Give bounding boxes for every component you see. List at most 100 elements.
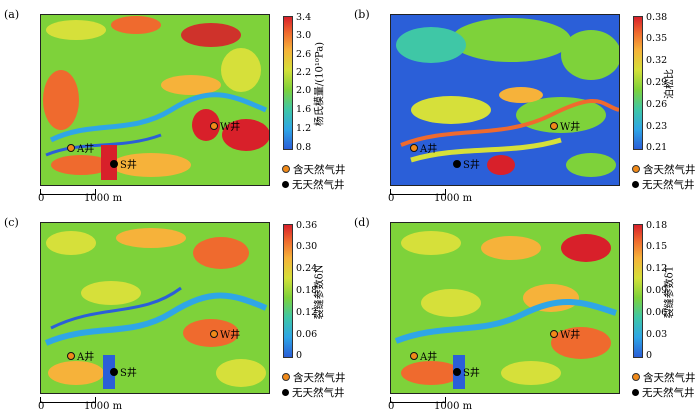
nogas-well-icon	[282, 181, 289, 188]
colorbar-title: 泊松比	[664, 69, 676, 99]
tick-label: 0.32	[646, 55, 668, 66]
scale-end: 1000 m	[434, 193, 473, 204]
nogas-well-icon	[632, 181, 639, 188]
well-a: A井	[410, 352, 437, 363]
tick-label: 0.36	[296, 220, 318, 231]
scale-end: 1000 m	[84, 193, 123, 204]
tick-label: 0.30	[296, 241, 318, 252]
legend-gas: 含天然气井	[282, 370, 346, 385]
tick-label: 1.6	[296, 104, 312, 115]
scale-start: 0	[38, 193, 45, 204]
nogas-well-icon	[453, 368, 461, 376]
tick-label: 0.26	[646, 99, 668, 110]
colorbar-title: 杨氏模量/(10¹⁰Pa)	[314, 41, 326, 127]
well-a: A井	[410, 144, 437, 155]
well-s: S井	[453, 368, 480, 379]
tick-label: 3.4	[296, 12, 312, 23]
tick-label: 0.29	[646, 77, 668, 88]
tick-label: 3.0	[296, 30, 312, 41]
nogas-well-icon	[632, 389, 639, 396]
legend-gas: 含天然气井	[282, 162, 346, 177]
scale-end: 1000 m	[84, 401, 123, 412]
tick-label: 0.18	[296, 285, 318, 296]
colorbar	[283, 224, 293, 358]
scale-start: 0	[388, 193, 395, 204]
gas-well-icon	[632, 373, 640, 381]
tick-label: 0.12	[296, 307, 318, 318]
gas-well-icon	[632, 165, 640, 173]
nogas-well-icon	[110, 160, 118, 168]
nogas-well-icon	[282, 389, 289, 396]
tick-label: 0.06	[296, 329, 318, 340]
panel-b: (b) 0.38 0.35 0.32 0.29 0.26 0.23 0.21 泊…	[350, 0, 700, 208]
scale-bar	[390, 189, 446, 195]
gas-well-icon	[550, 330, 558, 338]
tick-label: 0	[296, 350, 303, 361]
well-w: W井	[210, 330, 240, 341]
colorbar	[633, 16, 643, 150]
scale-end: 1000 m	[434, 401, 473, 412]
tick-label: 2.0	[296, 85, 312, 96]
well-s: S井	[110, 368, 137, 379]
tick-label: 0.35	[646, 33, 668, 44]
gas-well-icon	[210, 330, 218, 338]
scale-start: 0	[38, 401, 45, 412]
gas-well-icon	[410, 144, 418, 152]
map-image	[40, 14, 270, 186]
map-image	[390, 14, 620, 186]
tick-label: 2.6	[296, 49, 312, 60]
gas-well-icon	[410, 352, 418, 360]
gas-well-icon	[67, 144, 75, 152]
panel-d: (d) 0.18 0.15 0.12 0.09 0.06 0.03 0 裂缝参数…	[350, 208, 700, 416]
legend-gas: 含天然气井	[632, 162, 696, 177]
panel-a: (a) 3.4 3.0 2.6 2.2 2.0 1.6 1.2 0.8 杨氏模量…	[0, 0, 350, 208]
map-image	[40, 222, 270, 394]
colorbar-title: 裂缝参数δN	[314, 264, 326, 320]
tick-label: 0.8	[296, 142, 312, 153]
well-s: S井	[110, 160, 137, 171]
legend-nogas: 无天然气井	[632, 385, 695, 400]
tick-label: 0.09	[646, 285, 668, 296]
gas-well-icon	[67, 352, 75, 360]
scale-bar	[40, 189, 96, 195]
tick-label: 2.2	[296, 67, 312, 78]
well-w: W井	[550, 122, 580, 133]
tick-label: 0.03	[646, 329, 668, 340]
tick-label: 0.38	[646, 12, 668, 23]
nogas-well-icon	[110, 368, 118, 376]
scale-bar	[390, 397, 446, 403]
gas-well-icon	[210, 122, 218, 130]
tick-label: 0.18	[646, 220, 668, 231]
well-a: A井	[67, 352, 94, 363]
colorbar	[633, 224, 643, 358]
scale-bar	[40, 397, 96, 403]
tick-label: 0.15	[646, 241, 668, 252]
legend-nogas: 无天然气井	[282, 177, 345, 192]
tick-label: 1.2	[296, 123, 312, 134]
panel-label: (d)	[354, 216, 370, 229]
panel-label: (a)	[4, 8, 20, 21]
gas-well-icon	[282, 165, 290, 173]
well-w: W井	[210, 122, 240, 133]
tick-label: 0.12	[646, 263, 668, 274]
tick-label: 0.06	[646, 307, 668, 318]
panel-label: (c)	[4, 216, 19, 229]
well-a: A井	[67, 144, 94, 155]
colorbar	[283, 16, 293, 150]
tick-label: 0.23	[646, 121, 668, 132]
panel-label: (b)	[354, 8, 370, 21]
legend-nogas: 无天然气井	[282, 385, 345, 400]
gas-well-icon	[282, 373, 290, 381]
tick-label: 0.24	[296, 263, 318, 274]
scale-start: 0	[388, 401, 395, 412]
panel-c: (c) 0.36 0.30 0.24 0.18 0.12 0.06 0 裂缝参数…	[0, 208, 350, 416]
tick-label: 0.21	[646, 142, 668, 153]
tick-label: 0	[646, 350, 653, 361]
nogas-well-icon	[453, 160, 461, 168]
legend-nogas: 无天然气井	[632, 177, 695, 192]
well-s: S井	[453, 160, 480, 171]
gas-well-icon	[550, 122, 558, 130]
legend-gas: 含天然气井	[632, 370, 696, 385]
well-w: W井	[550, 330, 580, 341]
colorbar-title: 裂缝参数δT	[664, 265, 676, 319]
